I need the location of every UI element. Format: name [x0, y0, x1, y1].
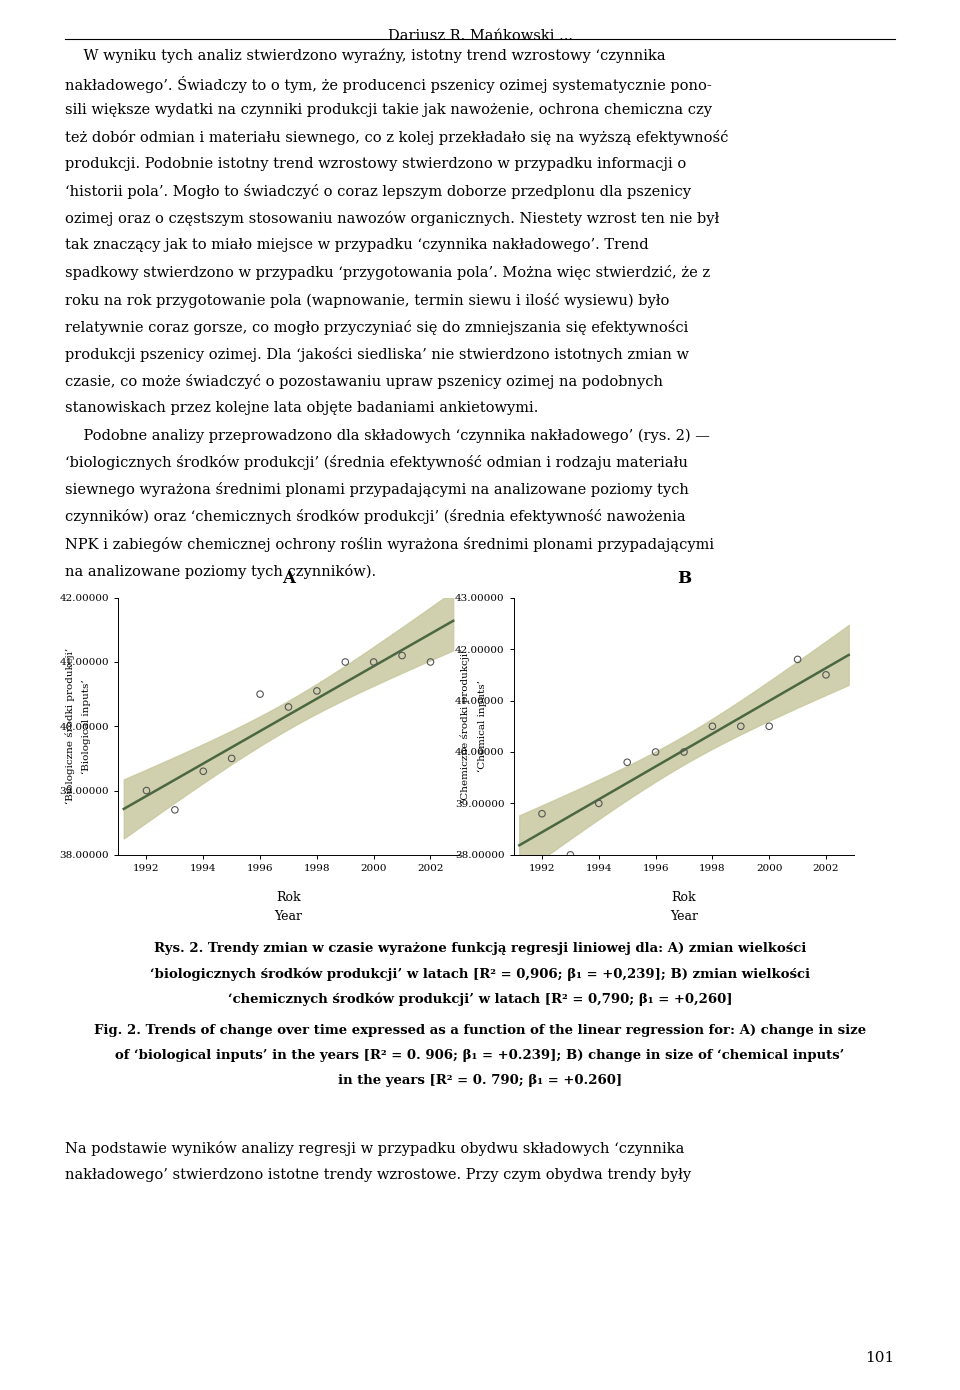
- Point: [619, 751, 635, 773]
- Point: [761, 716, 777, 738]
- Text: czynników) oraz ‘chemicznych środków produkcji’ (średnia efektywność nawożenia: czynników) oraz ‘chemicznych środków pro…: [65, 510, 685, 524]
- Text: ozimej oraz o częstszym stosowaniu nawozów organicznych. Niestety wzrost ten nie: ozimej oraz o częstszym stosowaniu nawoz…: [65, 211, 720, 227]
- Text: siewnego wyrażona średnimi plonami przypadającymi na analizowane poziomy tych: siewnego wyrażona średnimi plonami przyp…: [65, 482, 689, 498]
- Text: NPK i zabiegów chemicznej ochrony roślin wyrażona średnimi plonami przypadającym: NPK i zabiegów chemicznej ochrony roślin…: [65, 537, 714, 552]
- Point: [224, 748, 239, 770]
- Point: [280, 696, 296, 719]
- Text: ‘Biological inputs’: ‘Biological inputs’: [82, 678, 91, 774]
- Text: ‘Chemical inputs’: ‘Chemical inputs’: [477, 680, 487, 773]
- Text: produkcji. Podobnie istotny trend wzrostowy stwierdzono w przypadku informacji o: produkcji. Podobnie istotny trend wzrost…: [65, 157, 686, 171]
- Point: [309, 680, 324, 702]
- Text: ‘biologicznych środków produkcji’ w latach [R² = 0,906; β₁ = +0,239]; B) zmian w: ‘biologicznych środków produkcji’ w lata…: [150, 967, 810, 981]
- Point: [395, 645, 410, 667]
- Point: [366, 651, 381, 673]
- Text: Rok: Rok: [672, 891, 696, 904]
- Point: [563, 844, 578, 866]
- Text: nakładowego’ stwierdzono istotne trendy wzrostowe. Przy czym obydwa trendy były: nakładowego’ stwierdzono istotne trendy …: [65, 1168, 691, 1183]
- Text: Rok: Rok: [276, 891, 300, 904]
- Text: też dobór odmian i materiału siewnego, co z kolej przekładało się na wyższą efek: też dobór odmian i materiału siewnego, c…: [65, 131, 729, 145]
- Text: Dariusz R. Mańkowski ...: Dariusz R. Mańkowski ...: [388, 29, 572, 43]
- Point: [196, 760, 211, 783]
- Text: sili większe wydatki na czynniki produkcji takie jak nawożenie, ochrona chemiczn: sili większe wydatki na czynniki produkc…: [65, 103, 712, 117]
- Point: [790, 648, 805, 670]
- Text: ‘biologicznych środków produkcji’ (średnia efektywność odmian i rodzaju materiał: ‘biologicznych środków produkcji’ (średn…: [65, 456, 688, 470]
- Text: ‘Chemiczne środki produkcji’: ‘Chemiczne środki produkcji’: [461, 649, 470, 803]
- Text: Year: Year: [275, 910, 302, 923]
- Point: [648, 741, 663, 763]
- Text: ‘chemicznych środków produkcji’ w latach [R² = 0,790; β₁ = +0,260]: ‘chemicznych środków produkcji’ w latach…: [228, 992, 732, 1006]
- Text: tak znaczący jak to miało miejsce w przypadku ‘czynnika nakładowego’. Trend: tak znaczący jak to miało miejsce w przy…: [65, 239, 649, 253]
- Text: 101: 101: [866, 1351, 895, 1365]
- Point: [818, 664, 833, 687]
- Text: Rys. 2. Trendy zmian w czasie wyrażone funkcją regresji liniowej dla: A) zmian w: Rys. 2. Trendy zmian w czasie wyrażone f…: [154, 942, 806, 955]
- Text: of ‘biological inputs’ in the years [R² = 0. 906; β₁ = +0.239]; B) change in siz: of ‘biological inputs’ in the years [R² …: [115, 1049, 845, 1062]
- Point: [338, 651, 353, 673]
- Text: Fig. 2. Trends of change over time expressed as a function of the linear regress: Fig. 2. Trends of change over time expre…: [94, 1024, 866, 1037]
- Point: [676, 741, 691, 763]
- Point: [252, 682, 268, 705]
- Text: stanowiskach przez kolejne lata objęte badaniami ankietowymi.: stanowiskach przez kolejne lata objęte b…: [65, 400, 539, 416]
- Text: relatywnie coraz gorsze, co mogło przyczyniać się do zmniejszania się efektywnoś: relatywnie coraz gorsze, co mogło przycz…: [65, 320, 688, 335]
- Point: [705, 716, 720, 738]
- Point: [422, 651, 438, 673]
- Point: [139, 780, 155, 802]
- Text: in the years [R² = 0. 790; β₁ = +0.260]: in the years [R² = 0. 790; β₁ = +0.260]: [338, 1074, 622, 1087]
- Point: [733, 716, 749, 738]
- Text: Podobne analizy przeprowadzono dla składowych ‘czynnika nakładowego’ (rys. 2) —: Podobne analizy przeprowadzono dla skład…: [65, 428, 710, 442]
- Point: [591, 792, 607, 815]
- Text: A: A: [282, 570, 295, 587]
- Text: W wyniku tych analiz stwierdzono wyraźny, istotny trend wzrostowy ‘czynnika: W wyniku tych analiz stwierdzono wyraźny…: [65, 49, 666, 63]
- Text: nakładowego’. Świadczy to o tym, że producenci pszenicy ozimej systematycznie po: nakładowego’. Świadczy to o tym, że prod…: [65, 75, 712, 93]
- Text: roku na rok przygotowanie pola (wapnowanie, termin siewu i ilość wysiewu) było: roku na rok przygotowanie pola (wapnowan…: [65, 293, 670, 307]
- Text: ‘historii pola’. Mogło to świadczyć o coraz lepszym doborze przedplonu dla pszen: ‘historii pola’. Mogło to świadczyć o co…: [65, 185, 691, 199]
- Text: spadkowy stwierdzono w przypadku ‘przygotowania pola’. Można więc stwierdzić, że: spadkowy stwierdzono w przypadku ‘przygo…: [65, 265, 710, 281]
- Text: Na podstawie wyników analizy regresji w przypadku obydwu składowych ‘czynnika: Na podstawie wyników analizy regresji w …: [65, 1141, 684, 1156]
- Text: czasie, co może świadczyć o pozostawaniu upraw pszenicy ozimej na podobnych: czasie, co może świadczyć o pozostawaniu…: [65, 374, 663, 389]
- Text: B: B: [677, 570, 691, 587]
- Point: [535, 802, 550, 824]
- Text: Year: Year: [670, 910, 698, 923]
- Text: produkcji pszenicy ozimej. Dla ‘jakości siedliska’ nie stwierdzono istotnych zmi: produkcji pszenicy ozimej. Dla ‘jakości …: [65, 348, 689, 361]
- Text: na analizowane poziomy tych czynników).: na analizowane poziomy tych czynników).: [65, 564, 376, 578]
- Point: [167, 799, 182, 821]
- Text: ‘Biologiczne środki produkcji’: ‘Biologiczne środki produkcji’: [65, 648, 75, 805]
